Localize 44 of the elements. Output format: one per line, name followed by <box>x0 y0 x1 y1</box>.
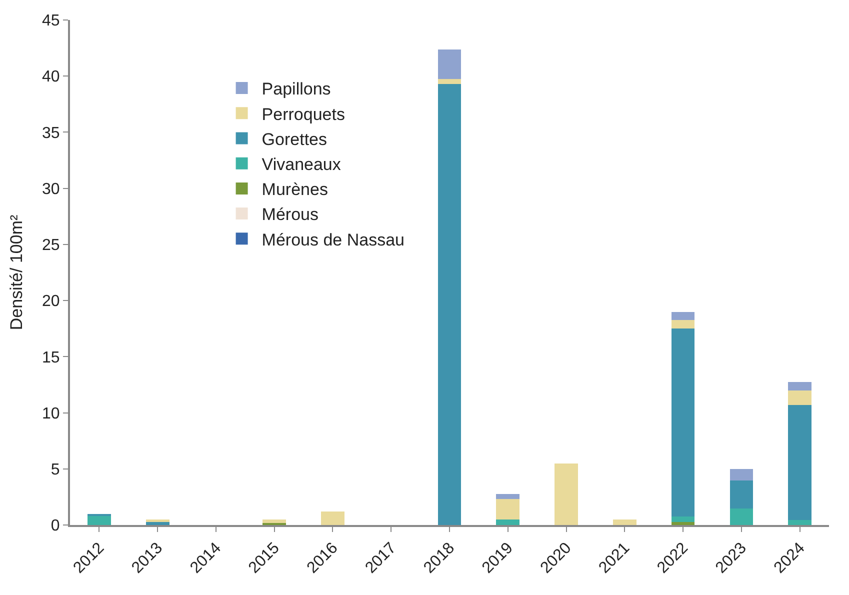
bar <box>788 520 812 525</box>
legend-label: Vivaneaux <box>262 154 342 174</box>
bar <box>146 519 170 522</box>
y-tick-label: 45 <box>42 12 60 30</box>
bar <box>438 50 462 79</box>
bar <box>730 480 754 509</box>
bar <box>146 522 170 525</box>
bar <box>438 78 462 84</box>
bar <box>262 519 286 523</box>
bar <box>671 328 695 517</box>
bar <box>788 404 812 520</box>
bar <box>671 320 695 329</box>
y-tick-label: 10 <box>42 405 60 422</box>
bar <box>496 519 520 525</box>
bar <box>730 508 754 525</box>
bar <box>88 514 111 516</box>
y-tick-label: 20 <box>42 293 60 310</box>
y-tick-label: 40 <box>42 68 60 86</box>
bar <box>612 519 636 525</box>
bar <box>496 494 520 500</box>
y-axis-title: Densité/ 100m² <box>7 214 26 330</box>
bar <box>88 516 111 525</box>
y-tick-label: 0 <box>50 518 60 535</box>
y-tick-label: 35 <box>42 124 60 142</box>
bar <box>671 312 695 320</box>
legend-label: Papillons <box>262 80 331 99</box>
y-tick-label: 30 <box>42 180 60 198</box>
bar <box>496 499 520 520</box>
bar <box>671 516 695 522</box>
bar <box>671 522 695 525</box>
bar <box>788 382 812 390</box>
y-tick-label: 25 <box>42 237 60 254</box>
legend-label: Perroquets <box>262 104 345 124</box>
legend-label: Gorettes <box>262 130 328 149</box>
bar <box>788 390 812 405</box>
bar <box>438 84 462 525</box>
y-tick-label: 5 <box>50 461 60 478</box>
legend-label: Mérous de Nassau <box>262 230 404 250</box>
y-tick-label: 15 <box>42 349 60 366</box>
bar <box>554 463 578 525</box>
legend-label: Mérous <box>262 205 318 224</box>
bar <box>730 468 754 481</box>
legend-label: Murènes <box>262 180 328 200</box>
bar <box>321 512 344 525</box>
